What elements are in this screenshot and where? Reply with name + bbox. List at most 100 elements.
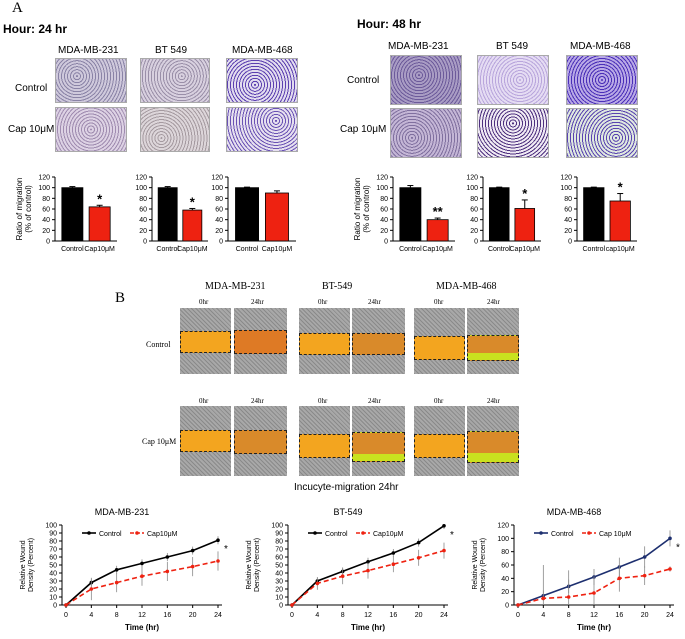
legend-marker [313,531,317,535]
y-tick-label: 100 [45,523,57,530]
y-tick-label: 0 [279,603,283,610]
y-tick-label: 40 [139,217,147,224]
hour-24-title: Hour: 24 hr [3,22,68,36]
micrograph [390,55,462,105]
x-tick-label: 12 [364,612,372,619]
bar-chart-1: 0 20 40 60 80 100 120 Control * Cap10μM Ratio of m… [15,175,117,253]
micrograph [566,108,638,158]
y-tick-label: 40 [470,217,478,224]
time-24hr: 24hr [487,298,500,306]
data-point [416,540,421,545]
wound-image [180,406,231,476]
time-0hr: 0hr [318,298,328,306]
bar [61,187,84,242]
x-tick-label: 0 [290,612,294,619]
x-tick-label: 0 [516,612,520,619]
y-tick-label: 20 [564,228,572,235]
significance-mark: * [190,194,196,209]
y-tick-label: 0 [219,239,223,246]
legend-label: Cap10μM [373,531,404,538]
time-0hr: 0hr [318,397,328,405]
x-tick-label: Cap10μM [422,246,453,253]
time-24hr: 24hr [368,298,381,306]
y-tick-label: 50 [275,563,283,570]
bar [399,187,422,242]
y-tick-label: 40 [501,576,509,583]
x-tick-label: 8 [341,612,345,619]
x-tick-label: 12 [138,612,146,619]
data-point [315,581,320,586]
y-tick-label: 100 [271,523,283,530]
bar [88,206,111,242]
bar [426,219,449,242]
y-tick-label: 80 [275,539,283,546]
b-header-mda468: MDA-MB-468 [436,281,497,292]
b-header-bt549: BT-549 [322,281,353,292]
wound-image [414,406,465,476]
y-tick-label: 60 [501,563,509,570]
bar [609,200,631,242]
data-point [190,548,195,553]
a24-row-control: Control [15,83,48,94]
wound-image [467,406,519,476]
wound-image [414,308,465,374]
time-24hr: 24hr [251,298,264,306]
a48-row-control: Control [347,75,380,86]
y-tick-label: 120 [38,175,50,182]
wound-image [352,308,405,374]
data-point [391,551,396,555]
y-tick-label: 60 [470,207,478,214]
y-tick-label: 30 [275,579,283,586]
y-tick-label: 50 [49,563,57,570]
y-tick-label: 60 [380,207,388,214]
time-0hr: 0hr [434,397,444,405]
y-tick-label: 80 [49,539,57,546]
y-tick-label: 0 [53,603,57,610]
x-tick-label: 24 [666,612,674,619]
data-point [516,603,520,607]
wound-image [352,406,405,476]
y-axis-label: Relative Wound [246,540,253,589]
micrograph [226,58,298,103]
data-point [216,559,220,563]
y-tick-label: 80 [215,196,223,203]
y-tick-label: 40 [49,571,57,578]
micrograph [390,108,462,158]
data-point [165,555,170,559]
y-tick-label: 0 [568,239,572,246]
legend-marker [361,531,365,535]
data-point [442,524,446,528]
data-point [114,580,119,585]
y-tick-label: 120 [135,175,147,182]
bar [514,208,536,242]
y-tick-label: 70 [49,547,57,554]
data-point [642,555,647,559]
x-tick-label: Control [156,246,179,253]
wound-image [299,406,350,476]
x-tick-label: Cap10μM [177,246,208,253]
y-tick-label: 100 [211,185,223,192]
y-tick-label: 120 [466,175,478,182]
time-0hr: 0hr [434,298,444,306]
a48-header-mda231: MDA-MB-231 [388,41,449,52]
y-tick-label: 60 [564,207,572,214]
a48-header-mda468: MDA-MB-468 [570,41,631,52]
y-tick-label: 60 [139,207,147,214]
micrograph [477,108,549,158]
legend-marker [587,531,591,535]
y-tick-label: 120 [497,523,509,530]
y-tick-label: 0 [143,239,147,246]
y-tick-label: 60 [215,207,223,214]
y-tick-label: 30 [49,579,57,586]
data-point [366,560,370,564]
bar-chart-6: 0 20 40 60 80 100 120 Control * cap10μM [560,175,637,253]
a24-header-mda468: MDA-MB-468 [232,45,293,56]
data-point [668,536,672,541]
bar-chart-4: 0 20 40 60 80 100 120 Control ** Cap10μM Ratio of … [353,175,455,253]
y-tick-label: 40 [42,217,50,224]
micrograph [566,55,638,105]
legend-label: Cap 10μM [599,531,632,538]
y-tick-label: 60 [49,555,57,562]
data-point [64,603,68,607]
